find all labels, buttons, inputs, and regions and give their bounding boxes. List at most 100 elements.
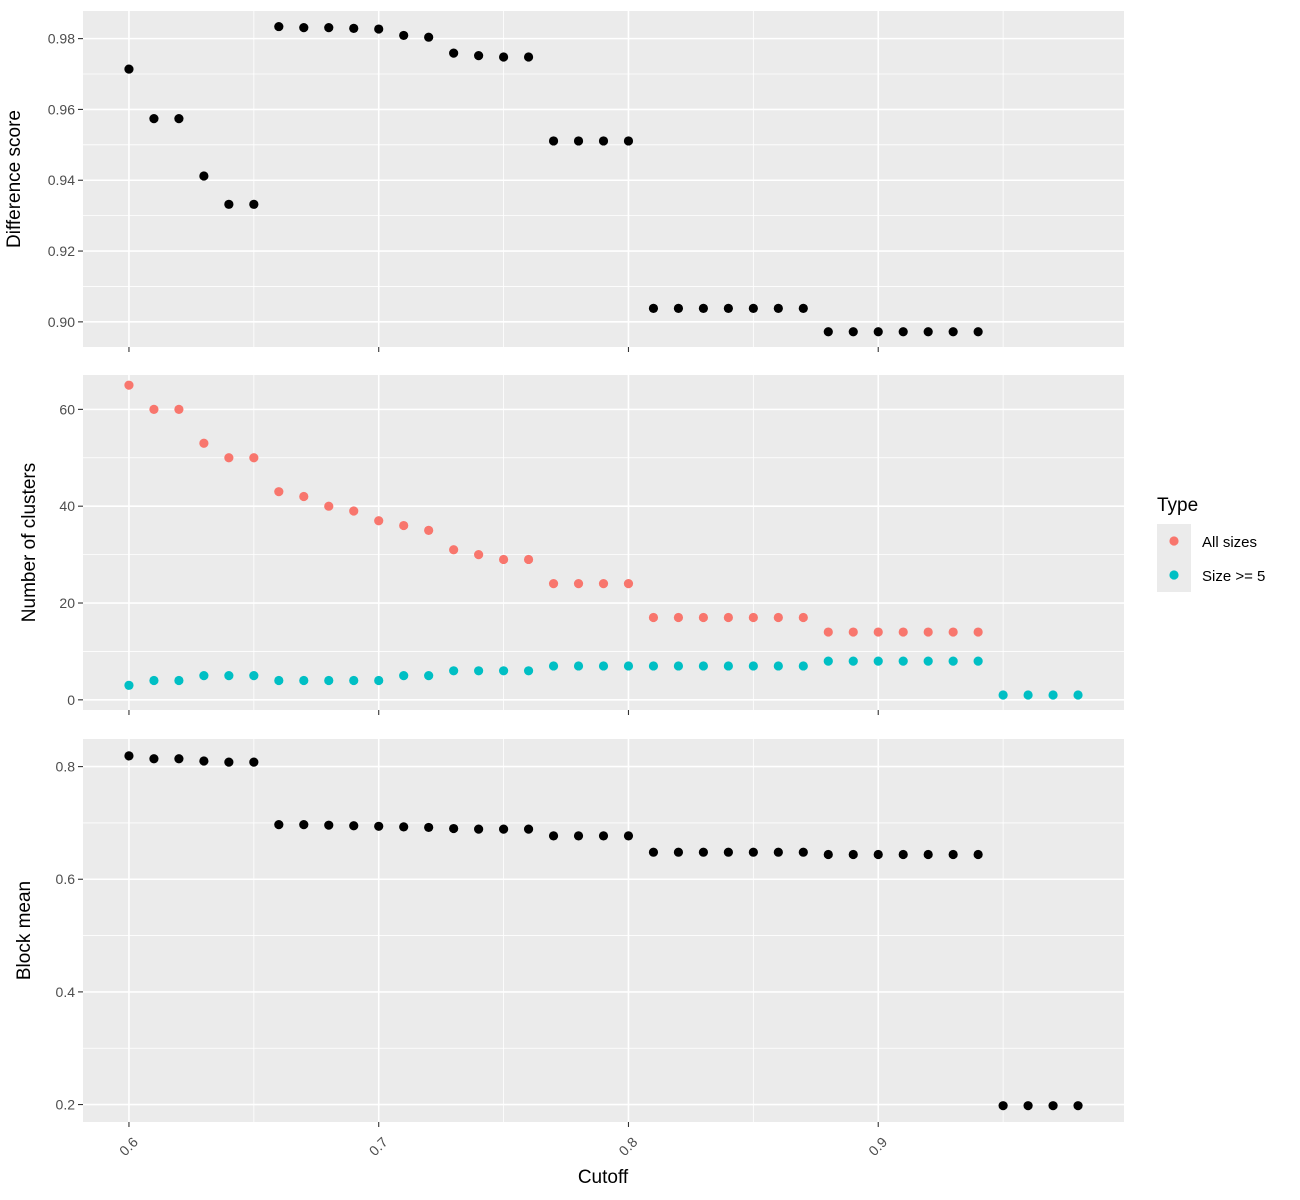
data-point — [449, 823, 459, 834]
data-point — [424, 32, 434, 42]
data-point — [773, 661, 783, 671]
data-point — [798, 612, 808, 623]
data-point — [923, 849, 933, 860]
data-point — [424, 525, 434, 535]
series-points — [124, 751, 1083, 1111]
legend-label: All sizes — [1202, 534, 1257, 551]
data-point — [773, 847, 783, 857]
data-point — [449, 545, 459, 555]
y-tick-label: 0.92 — [48, 243, 75, 259]
legend-label: Size >= 5 — [1202, 568, 1265, 585]
data-point — [224, 671, 234, 681]
data-point — [898, 849, 908, 860]
data-point — [399, 671, 409, 681]
data-point — [873, 656, 883, 666]
data-point — [873, 627, 883, 637]
y-tick-label: 0.8 — [56, 759, 76, 775]
data-point — [573, 136, 584, 146]
data-point — [798, 303, 808, 314]
series-all-sizes — [124, 380, 983, 637]
data-point — [973, 849, 983, 860]
data-point — [149, 114, 159, 124]
panels-layer: 0.90 0.92 0.94 0.96 0.98 Difference score 0 20 4… — [4, 11, 1124, 1159]
data-point — [349, 23, 359, 33]
data-point — [973, 327, 983, 337]
data-point — [798, 847, 808, 857]
data-point — [474, 51, 484, 61]
y-tick-label: 0.98 — [48, 31, 75, 47]
y-tick-label: 0.4 — [56, 984, 76, 1000]
data-point — [748, 612, 758, 623]
data-point — [673, 303, 684, 314]
data-point — [124, 380, 134, 390]
data-point — [798, 661, 808, 671]
data-point — [823, 849, 833, 860]
data-point — [523, 666, 534, 676]
data-point — [1048, 690, 1058, 700]
x-tick-label: 0.9 — [865, 1134, 890, 1159]
y-tick-label: 0.90 — [48, 314, 75, 330]
data-point — [324, 675, 334, 686]
data-point — [498, 666, 509, 676]
panel-background — [83, 11, 1124, 347]
y-tick-label: 60 — [59, 401, 75, 417]
data-point — [523, 824, 534, 834]
data-point — [748, 661, 758, 671]
data-point — [274, 21, 284, 32]
data-point — [648, 847, 659, 857]
y-tick-label: 0 — [67, 692, 75, 708]
data-point — [174, 404, 184, 414]
data-point — [498, 52, 509, 62]
data-point — [324, 820, 334, 830]
data-point — [723, 847, 733, 857]
data-point — [673, 661, 684, 671]
data-point — [623, 136, 634, 146]
data-point — [374, 675, 384, 686]
data-point — [573, 831, 584, 841]
data-point — [898, 327, 908, 337]
y-tick-label: 0.94 — [48, 172, 75, 188]
panel-2: 0 20 40 60 Number of clusters — [19, 375, 1124, 715]
data-point — [149, 675, 159, 686]
legend-key-dot — [1169, 536, 1179, 546]
legend-key-dot — [1169, 570, 1179, 580]
data-point — [848, 656, 858, 666]
data-point — [823, 656, 833, 666]
data-point — [548, 831, 559, 841]
y-tick-label: 0.2 — [56, 1097, 76, 1113]
data-point — [723, 661, 733, 671]
data-point — [948, 849, 958, 860]
series-points — [124, 21, 983, 337]
data-point — [973, 627, 983, 637]
panel-background — [83, 375, 1124, 710]
data-point — [149, 404, 159, 414]
data-point — [1048, 1101, 1058, 1111]
data-point — [374, 24, 384, 34]
data-point — [249, 453, 259, 463]
data-point — [199, 756, 209, 766]
data-point — [848, 327, 858, 337]
data-point — [399, 822, 409, 832]
data-point — [449, 666, 459, 676]
y-axis-title: Block mean — [14, 881, 35, 980]
data-point — [299, 23, 309, 33]
data-point — [249, 671, 259, 681]
data-point — [299, 675, 309, 686]
y-tick-label: 0.6 — [56, 871, 76, 887]
data-point — [548, 136, 559, 146]
data-point — [299, 491, 309, 502]
data-point — [498, 554, 509, 565]
data-point — [873, 849, 883, 860]
data-point — [523, 52, 534, 62]
data-point — [923, 656, 933, 666]
data-point — [648, 612, 659, 623]
data-point — [424, 671, 434, 681]
data-point — [174, 754, 184, 764]
data-point — [149, 754, 159, 764]
data-point — [773, 303, 783, 314]
data-point — [1023, 690, 1033, 700]
legend: Type All sizes Size >= 5 — [1157, 495, 1265, 592]
data-point — [898, 656, 908, 666]
data-point — [923, 627, 933, 637]
